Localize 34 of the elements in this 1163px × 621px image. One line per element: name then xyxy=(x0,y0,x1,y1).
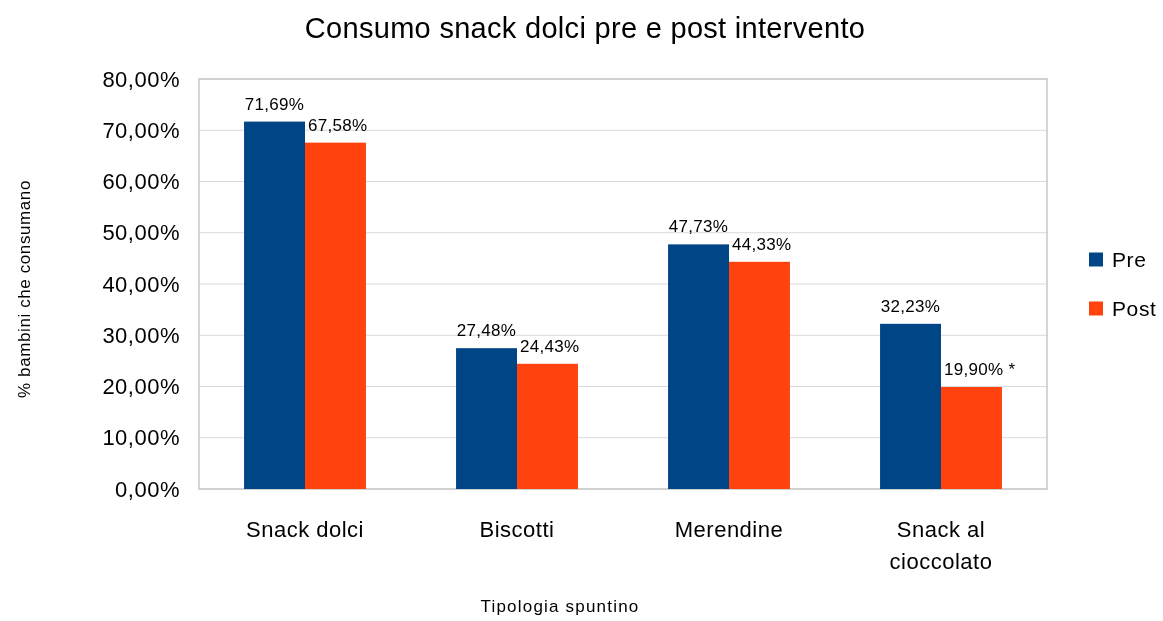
y-axis-title: % bambini che consumano xyxy=(15,180,34,398)
data-label: 32,23% xyxy=(880,296,941,316)
legend-label: Post xyxy=(1112,296,1157,320)
bar xyxy=(668,244,729,489)
data-label: 67,58% xyxy=(307,115,368,135)
bar xyxy=(244,121,305,489)
y-tick-label: 20,00% xyxy=(102,374,180,400)
data-label: 71,69% xyxy=(244,94,305,114)
bar xyxy=(941,387,1002,489)
data-label: 47,73% xyxy=(668,217,729,237)
data-label: 27,48% xyxy=(456,321,517,341)
legend-label: Pre xyxy=(1112,247,1147,271)
y-tick-label: 40,00% xyxy=(102,271,180,297)
x-tick-label: Biscotti xyxy=(479,517,555,542)
bar xyxy=(517,363,578,489)
y-tick-label: 80,00% xyxy=(102,66,180,92)
x-tick-label: Snack dolci xyxy=(245,517,365,542)
y-tick-label: 10,00% xyxy=(102,425,180,451)
x-tick-label: Merendine xyxy=(674,517,784,542)
bar xyxy=(456,348,517,489)
y-tick-label: 70,00% xyxy=(102,117,180,143)
y-tick-label: 30,00% xyxy=(102,322,180,348)
y-tick-label: 50,00% xyxy=(102,220,180,246)
data-label: 44,33% xyxy=(731,234,792,254)
x-tick-label: Snack al cioccolato xyxy=(889,517,993,574)
bar xyxy=(880,323,941,489)
y-tick-label: 60,00% xyxy=(102,169,180,195)
bar xyxy=(305,142,366,489)
x-axis-title: Tipologia spuntino xyxy=(480,597,640,616)
y-tick-label: 0,00% xyxy=(115,476,180,502)
chart-title: Consumo snack dolci pre e post intervento xyxy=(304,12,866,44)
bar xyxy=(729,261,790,489)
data-label: 24,43% xyxy=(519,336,580,356)
data-label: 19,90% * xyxy=(943,360,1016,380)
